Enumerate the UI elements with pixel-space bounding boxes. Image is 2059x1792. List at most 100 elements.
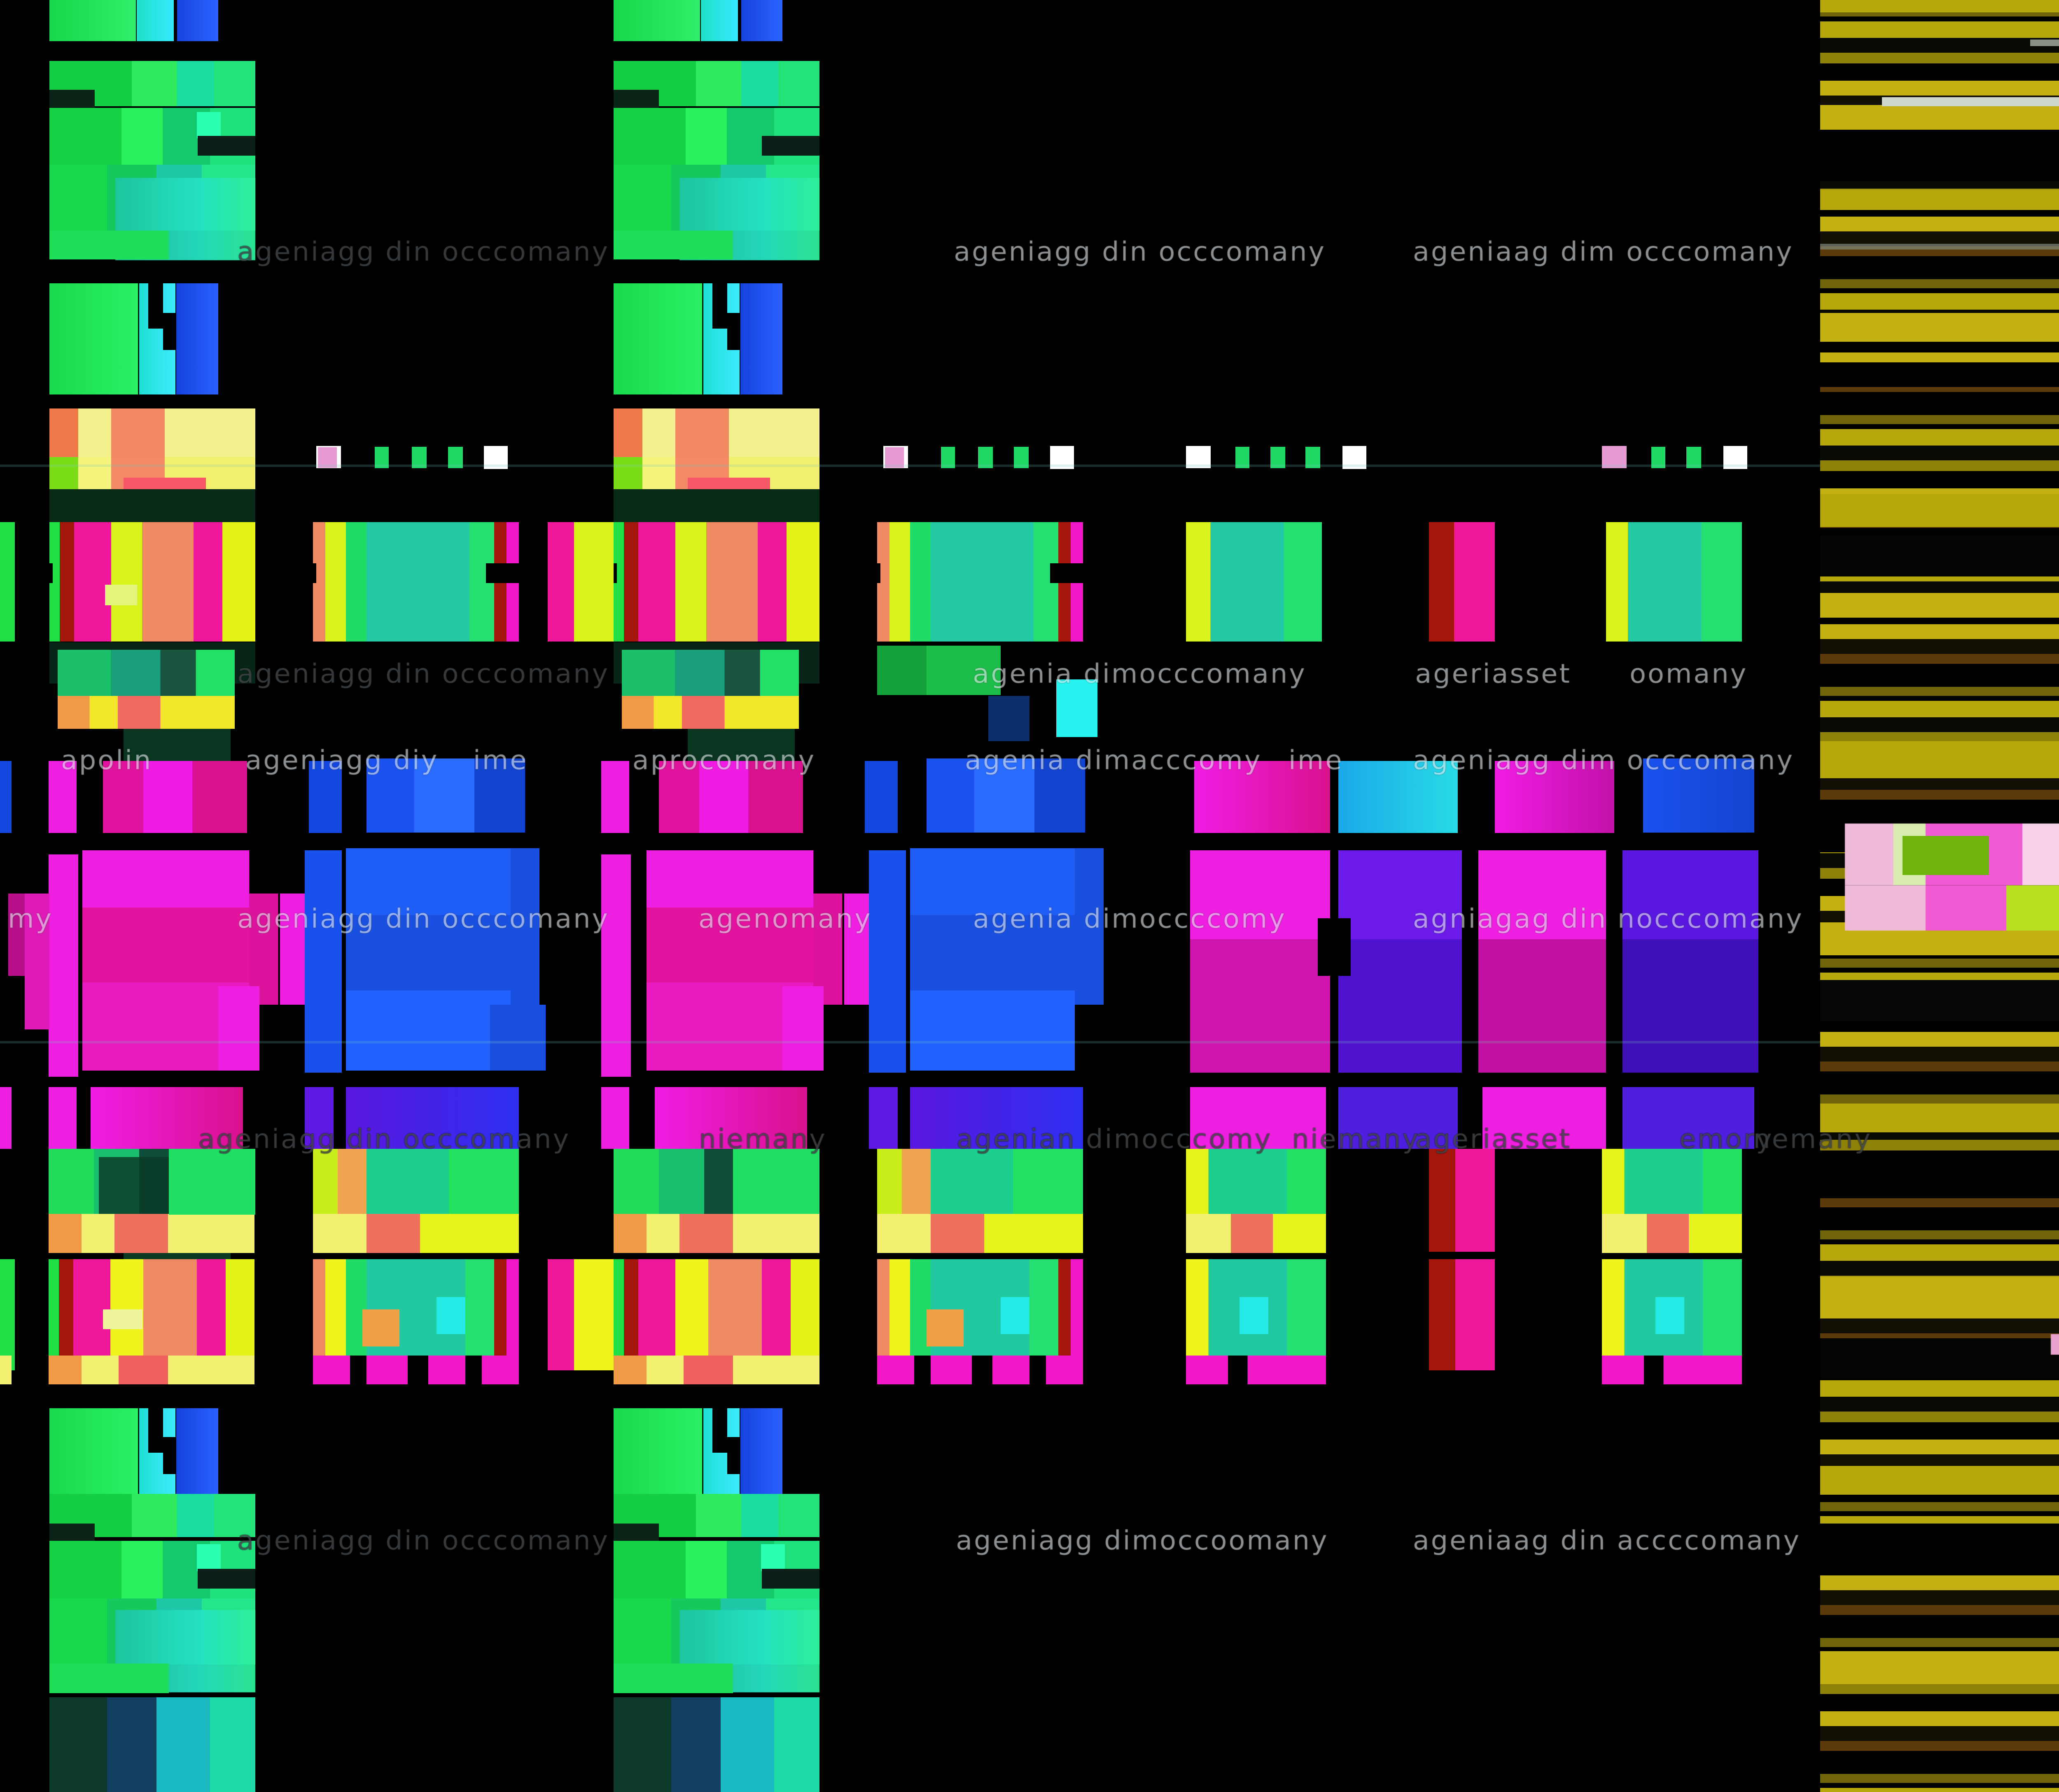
garbled-caption: aprocomany — [632, 745, 816, 776]
tile-teal-grid — [313, 1259, 519, 1370]
tile-blue-chip — [1075, 848, 1104, 1005]
olive-slab — [1820, 1651, 2059, 1684]
olive-slab — [1820, 189, 2059, 210]
edge-sliver — [0, 522, 15, 642]
tile-magenta-slab — [49, 854, 78, 1077]
tile-cyan-chip — [1056, 679, 1097, 737]
tile-orange-chip — [927, 1309, 964, 1346]
tile-cyan-chip — [761, 1544, 785, 1571]
garbled-caption: ageriasset — [1415, 1124, 1571, 1155]
dark-band — [1820, 535, 2059, 576]
tile-cyan-chip — [1001, 1297, 1030, 1334]
tile-dark-teal-block — [49, 1697, 255, 1792]
green-notch — [1903, 836, 1989, 875]
garbled-caption: my — [7, 904, 53, 934]
tile-teal-grid — [313, 522, 519, 642]
light-streak — [2030, 40, 2059, 46]
olive-slab — [1820, 105, 2059, 130]
tile-teal-grid — [1606, 522, 1742, 642]
static-band — [124, 729, 231, 762]
tile-black-step — [712, 283, 727, 329]
tile-magenta-slab — [601, 854, 631, 1077]
tile-black-gap — [828, 563, 880, 583]
tile-magenta — [103, 761, 247, 833]
olive-slab — [1820, 494, 2059, 527]
tile-blue-slab — [305, 850, 342, 1073]
dark-band — [1820, 980, 2059, 1021]
tile-magenta-edge — [25, 894, 49, 1029]
tile-pale-chip — [103, 1309, 142, 1329]
tile-warm-block — [614, 1214, 819, 1253]
marker-square-white — [1342, 446, 1366, 469]
tile-green-block — [877, 646, 1001, 695]
tile-cyan-chip — [1655, 1297, 1684, 1334]
tile-cyan-chip — [437, 1297, 465, 1334]
tile-blue — [740, 283, 782, 394]
olive-slab — [1820, 313, 2059, 342]
tile-black-step — [163, 313, 176, 350]
tile-green — [614, 283, 702, 394]
tile-warm-block — [622, 696, 799, 729]
tile-blue-chip — [511, 848, 539, 1005]
garbled-caption: ime — [1288, 745, 1344, 776]
olive-slab — [1820, 593, 2059, 618]
olive-slab — [1820, 1276, 2059, 1309]
tile-blue — [1643, 758, 1754, 833]
marker-square-green — [941, 447, 955, 468]
tile-magenta-chip — [313, 1356, 519, 1384]
tile-black-gap — [1050, 563, 1103, 583]
static-band — [614, 489, 819, 524]
tile-blue-slab — [869, 850, 906, 1073]
tile-blue-slab — [346, 848, 511, 1071]
dark-band — [1820, 1524, 2059, 1561]
tile-green — [49, 0, 136, 41]
marker-square-green — [1305, 447, 1320, 468]
garbled-caption: apolin — [61, 745, 153, 776]
garbled-caption: nemany — [1753, 1124, 1872, 1155]
tile-cyan — [137, 0, 174, 41]
marker-square-white — [484, 446, 508, 469]
garbled-caption: ageniagg din occcomany — [198, 1124, 570, 1155]
marker-square-pink — [1186, 446, 1211, 468]
tile-blue-chip — [988, 696, 1030, 741]
scanline — [0, 464, 1820, 467]
garbled-caption: ageniagg din occcomany — [237, 904, 609, 934]
tile-blue — [927, 758, 1085, 833]
tile-teal-grid — [877, 1259, 1083, 1370]
tile-black-gap — [1318, 918, 1351, 976]
olive-slab — [1820, 1466, 2059, 1495]
tile-cyan-chip — [197, 1544, 221, 1571]
tile-green — [614, 0, 700, 41]
garbled-caption: ageniagg din occcomany — [954, 237, 1326, 267]
dark-band — [1820, 362, 2059, 387]
tile-cyan-chip — [197, 112, 221, 138]
marker-square-white — [1050, 446, 1074, 469]
tile-dark-notch — [198, 1569, 255, 1589]
tile-magenta-chip — [91, 1087, 243, 1149]
tile-warm-block — [313, 1214, 519, 1253]
tile-magenta-chip — [782, 986, 824, 1071]
tile-teal-block — [1602, 1149, 1742, 1215]
tile-green-chip — [169, 1149, 255, 1215]
tile-violet-chip — [1338, 1087, 1458, 1149]
garbled-caption: niemany — [1291, 1124, 1420, 1155]
tile-warm-block — [49, 1356, 254, 1384]
marker-square-green — [1014, 447, 1029, 468]
left-glitch-panel — [0, 0, 1820, 1792]
tile-blue — [367, 758, 525, 833]
tile-warm-block — [614, 408, 819, 457]
tile-black-step — [148, 283, 163, 329]
tile-violet-chip — [346, 1087, 519, 1149]
garbled-caption: agenia dimacccomy — [964, 745, 1262, 776]
tile-warm-grid — [49, 522, 255, 642]
tile-magenta-slab — [1478, 850, 1606, 1073]
tile-orange-chip — [362, 1309, 399, 1346]
tile-black-step — [727, 313, 740, 350]
right-banding-panel — [1820, 0, 2059, 1792]
pink-smear-band — [1845, 885, 2059, 931]
tile-blue — [741, 0, 782, 41]
tile-warm-block — [58, 696, 235, 729]
tile-magenta-chip — [1186, 1356, 1326, 1384]
